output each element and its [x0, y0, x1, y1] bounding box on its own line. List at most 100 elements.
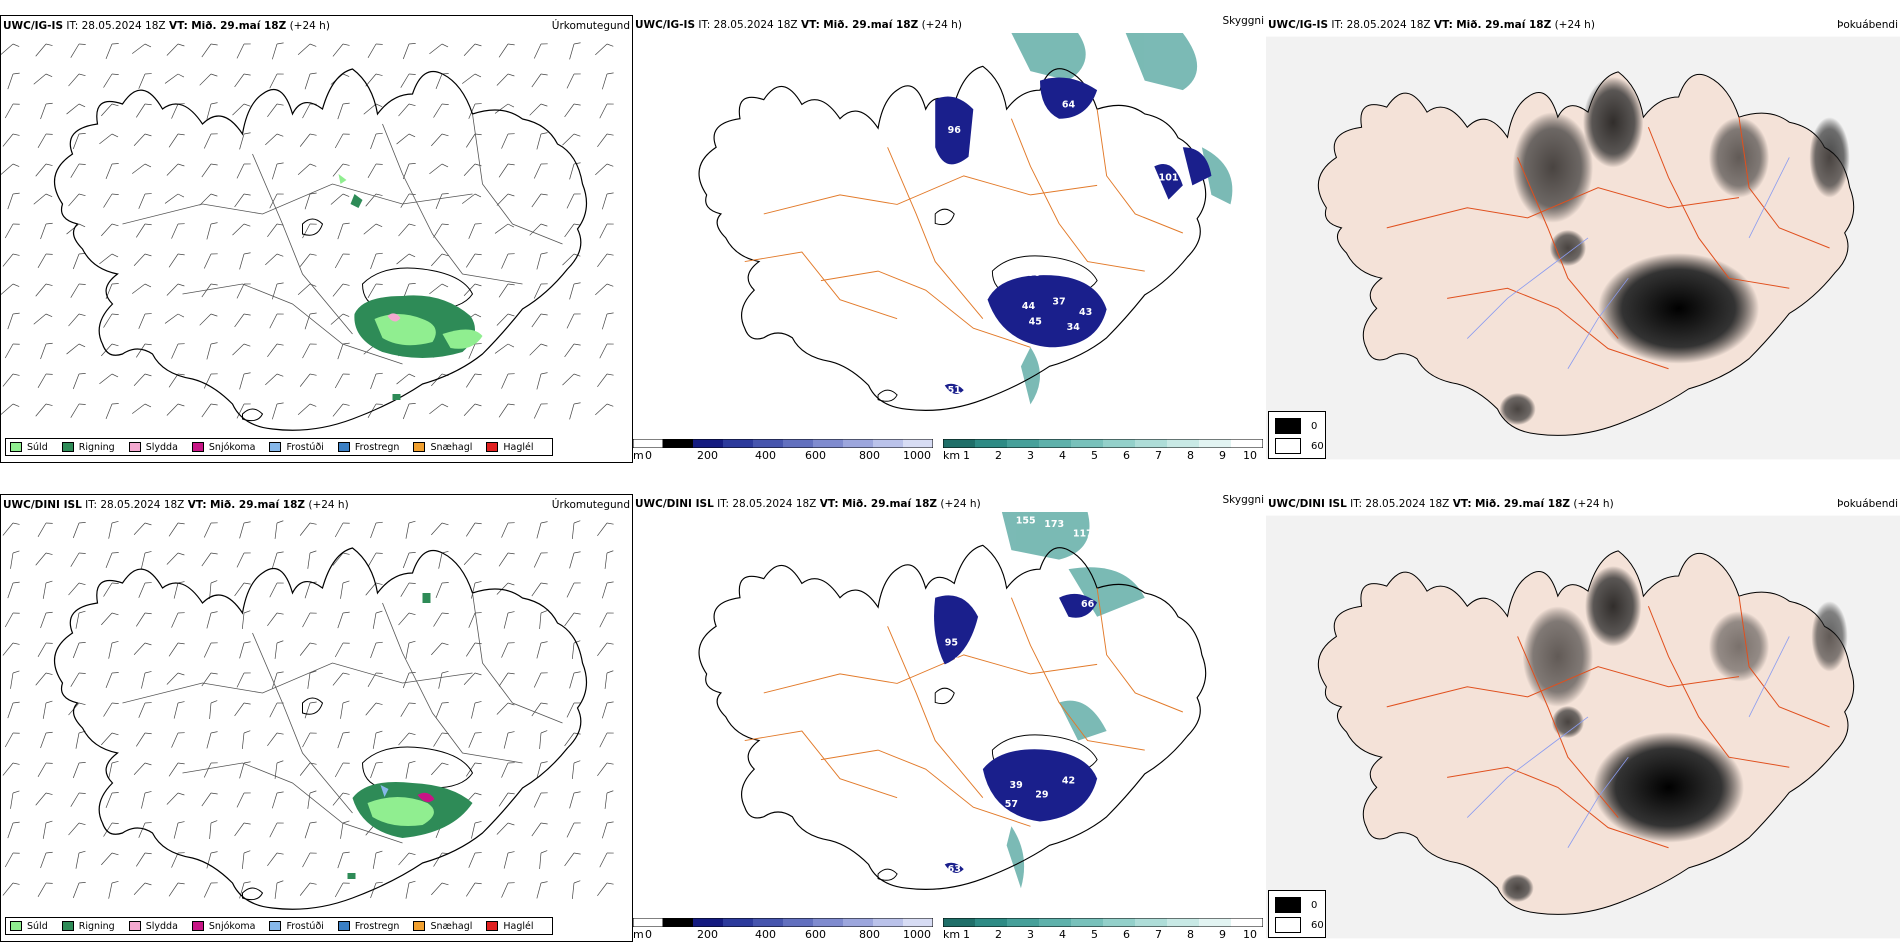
wind-barb: [241, 850, 251, 869]
wind-barb: [330, 193, 350, 205]
wind-barb: [398, 852, 416, 866]
wind-barb: [595, 403, 614, 416]
fog-shading: [1501, 565, 1848, 903]
visibility-patches: [1001, 512, 1145, 889]
wind-barb: [595, 163, 614, 176]
wind-barb: [498, 43, 515, 58]
wind-barb: [168, 253, 185, 268]
svg-text:101: 101: [1159, 173, 1179, 184]
wind-barb: [234, 313, 251, 328]
precip-panel-row1: UWC/IG-IS IT: 28.05.2024 18Z VT: Mið. 29…: [0, 15, 633, 463]
wind-barb: [168, 882, 185, 897]
rivers: [1466, 636, 1790, 848]
wind-barb: [135, 612, 152, 627]
wind-barb: [35, 792, 53, 806]
wind-barb: [99, 253, 119, 265]
wind-barb: [33, 73, 53, 85]
wind-barb: [4, 852, 20, 868]
wind-barb: [236, 672, 251, 688]
wind-barb: [70, 43, 86, 58]
wind-barb: [400, 702, 416, 717]
cloud-base-colorbar: m 0 200 400 600 800 1000: [633, 439, 933, 463]
wind-barb: [396, 133, 416, 145]
wind-barb: [468, 852, 482, 868]
wind-barb: [533, 283, 548, 299]
wind-barb: [599, 852, 614, 868]
wind-barb: [471, 821, 482, 839]
wind-barb: [241, 610, 251, 629]
wind-barb: [365, 582, 383, 596]
wind-barb: [271, 42, 284, 60]
wind-barb: [138, 822, 152, 838]
wind-barb: [103, 313, 119, 328]
wind-barb: [40, 731, 53, 749]
wind-barb: [334, 882, 350, 898]
wind-barb: [135, 852, 152, 867]
iceland-map: [1266, 36, 1900, 460]
wind-barb: [501, 882, 515, 898]
wind-barb: [429, 283, 449, 295]
wind-barb: [562, 373, 581, 386]
panel-title: UWC/DINI ISL IT: 28.05.2024 18Z VT: Mið.…: [1268, 498, 1614, 510]
wind-barb: [173, 701, 185, 719]
wind-barb: [72, 133, 86, 150]
wind-barb: [99, 373, 119, 385]
wind-barb: [435, 582, 449, 598]
colorbar-tick: 200: [697, 928, 718, 941]
wind-barb: [571, 520, 581, 539]
wind-barb: [241, 730, 251, 749]
wind-barb: [68, 582, 86, 596]
colorbar-tick: 600: [805, 449, 826, 462]
roads-red: [1386, 596, 1830, 849]
wind-barb: [103, 193, 119, 208]
wind-barb: [68, 73, 86, 87]
legend-item-slydda: Slydda: [128, 442, 178, 453]
wind-barb: [173, 821, 185, 839]
wind-barb: [35, 403, 53, 417]
wind-barb: [101, 223, 119, 237]
wind-barb: [334, 253, 350, 269]
wind-barb: [135, 343, 152, 358]
wind-barb: [465, 642, 482, 657]
roads-orange: [744, 588, 1184, 827]
legend-item-frostregn: Frostregn: [337, 442, 399, 453]
wind-barb: [271, 551, 284, 569]
wind-barb: [372, 610, 383, 629]
wind-barb: [2, 133, 20, 147]
colorbar-tick: 7: [1155, 928, 1162, 941]
svg-text:63: 63: [948, 864, 961, 875]
wind-barb: [239, 252, 251, 270]
wind-barb: [201, 403, 218, 418]
colorbar-tick: 2: [995, 449, 1002, 462]
wind-barb: [496, 582, 515, 595]
svg-text:170: 170: [954, 656, 974, 667]
wind-barb: [304, 701, 317, 719]
precip-type-legend: Súld Rigning Slydda Snjókoma Frostúði Fr…: [5, 438, 553, 456]
wind-barb: [400, 582, 416, 597]
wind-barb: [201, 552, 218, 567]
wind-barb: [297, 163, 317, 175]
wind-barb: [236, 792, 251, 808]
wind-barb: [1, 403, 20, 415]
wind-barb: [597, 882, 614, 896]
wind-barb: [66, 343, 86, 355]
wind-barb: [133, 253, 152, 266]
wind-barb: [166, 43, 185, 56]
wind-barb: [564, 103, 581, 118]
wind-barb: [68, 313, 86, 327]
wind-barb: [141, 791, 152, 809]
panel-title: UWC/IG-IS IT: 28.05.2024 18Z VT: Mið. 29…: [3, 20, 330, 32]
wind-barb: [531, 702, 548, 717]
wind-barb: [164, 313, 185, 324]
svg-text:155: 155: [1016, 515, 1036, 526]
wind-barb: [601, 701, 614, 719]
wind-barb: [302, 343, 317, 359]
colorbar-swatches: [943, 439, 1263, 448]
wind-barb: [133, 762, 152, 775]
wind-barb: [2, 762, 20, 776]
colorbar-tick: 9: [1219, 449, 1226, 462]
wind-barb: [340, 820, 350, 839]
wind-barb: [271, 402, 284, 420]
panel-product-name: Skyggni: [1222, 494, 1265, 506]
wind-barb: [40, 342, 53, 360]
